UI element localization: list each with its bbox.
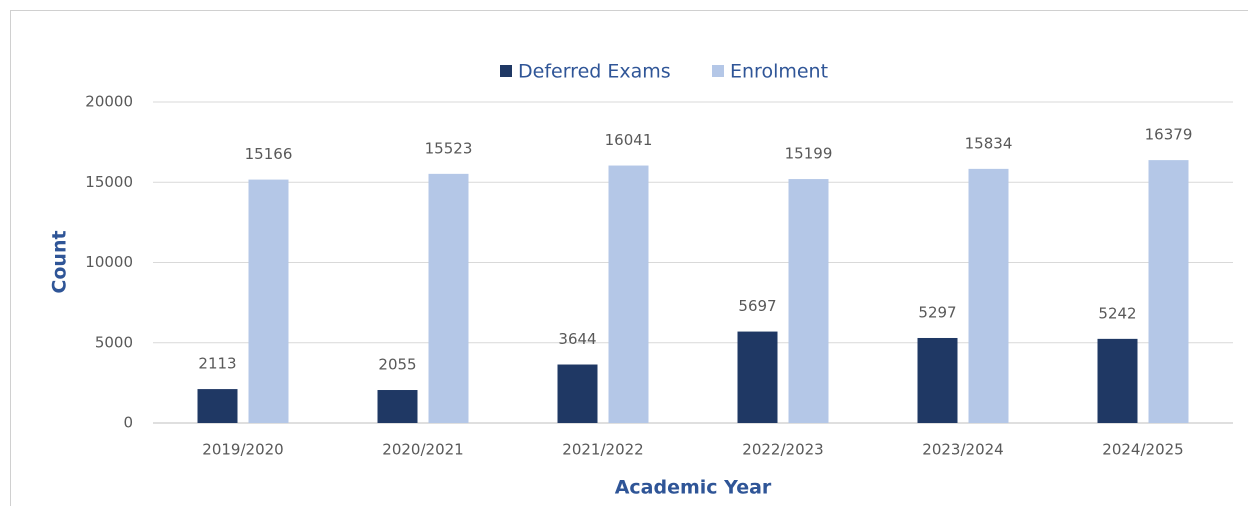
x-tick-label: 2019/2020 — [202, 441, 283, 459]
legend-swatch — [712, 65, 724, 77]
y-tick-label: 0 — [123, 414, 133, 432]
y-tick-label: 15000 — [85, 173, 133, 191]
bar — [737, 331, 778, 423]
legend-label: Deferred Exams — [518, 61, 671, 83]
legend-swatch — [500, 65, 512, 77]
data-label: 16041 — [605, 131, 653, 149]
bar — [1097, 338, 1138, 423]
bar — [1148, 160, 1189, 423]
x-axis-title: Academic Year — [615, 477, 772, 499]
data-label: 15166 — [245, 145, 293, 163]
x-tick-label: 2024/2025 — [1102, 441, 1183, 459]
data-label: 5697 — [738, 297, 776, 315]
data-label: 5242 — [1098, 304, 1136, 322]
y-tick-label: 20000 — [85, 93, 133, 111]
y-axis-title: Count — [49, 230, 71, 293]
chart-frame — [10, 10, 1248, 506]
bar — [608, 165, 649, 424]
bar — [557, 364, 598, 423]
data-label: 15523 — [425, 139, 473, 157]
bar — [428, 173, 469, 423]
bar — [788, 179, 829, 423]
data-label: 5297 — [918, 303, 956, 321]
data-label: 2055 — [378, 356, 416, 374]
data-label: 15199 — [785, 145, 833, 163]
bar — [197, 389, 238, 423]
bar — [248, 179, 289, 423]
x-tick-label: 2023/2024 — [922, 441, 1003, 459]
data-label: 15834 — [965, 134, 1013, 152]
y-tick-label: 5000 — [95, 333, 133, 351]
x-tick-label: 2021/2022 — [562, 441, 643, 459]
x-tick-label: 2020/2021 — [382, 441, 463, 459]
data-label: 2113 — [198, 355, 236, 373]
bar — [968, 168, 1009, 423]
data-label: 3644 — [558, 330, 596, 348]
bar — [377, 390, 418, 423]
bar — [917, 337, 958, 423]
legend-label: Enrolment — [730, 61, 828, 83]
x-tick-label: 2022/2023 — [742, 441, 823, 459]
y-tick-label: 10000 — [85, 253, 133, 271]
data-label: 16379 — [1145, 126, 1193, 144]
